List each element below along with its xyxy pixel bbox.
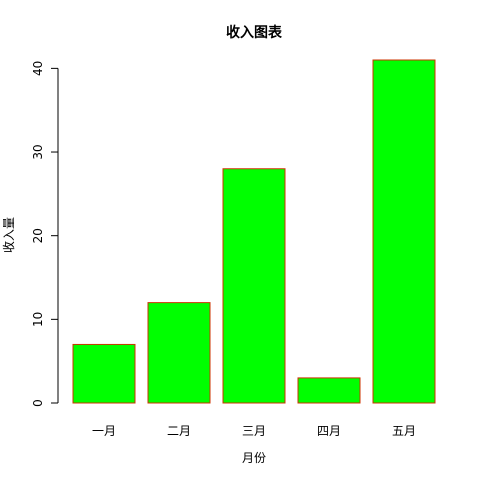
bar-5 bbox=[372, 59, 436, 404]
bar-3 bbox=[222, 168, 286, 404]
x-axis-label: 月份 bbox=[242, 451, 266, 465]
y-axis-label: 收入量 bbox=[2, 217, 16, 253]
x-tick-label: 三月 bbox=[242, 424, 266, 438]
y-tick-label: 40 bbox=[31, 61, 45, 76]
x-tick-label: 四月 bbox=[317, 424, 341, 438]
bar-2 bbox=[147, 302, 211, 404]
chart-title: 收入图表 bbox=[226, 24, 283, 41]
y-axis: 0 10 20 30 40 bbox=[31, 61, 59, 407]
y-tick-label: 0 bbox=[31, 399, 45, 407]
y-tick-label: 20 bbox=[31, 228, 45, 243]
x-tick-label: 一月 bbox=[92, 424, 116, 438]
x-tick-label: 五月 bbox=[392, 424, 416, 438]
x-tick-labels: 一月 二月 三月 四月 五月 bbox=[92, 424, 416, 438]
bar-4 bbox=[297, 377, 361, 404]
bars-group bbox=[72, 59, 436, 404]
y-tick-label: 10 bbox=[31, 312, 45, 327]
bar-1 bbox=[72, 343, 136, 404]
y-tick-label: 30 bbox=[31, 144, 45, 159]
x-tick-label: 二月 bbox=[167, 424, 191, 438]
